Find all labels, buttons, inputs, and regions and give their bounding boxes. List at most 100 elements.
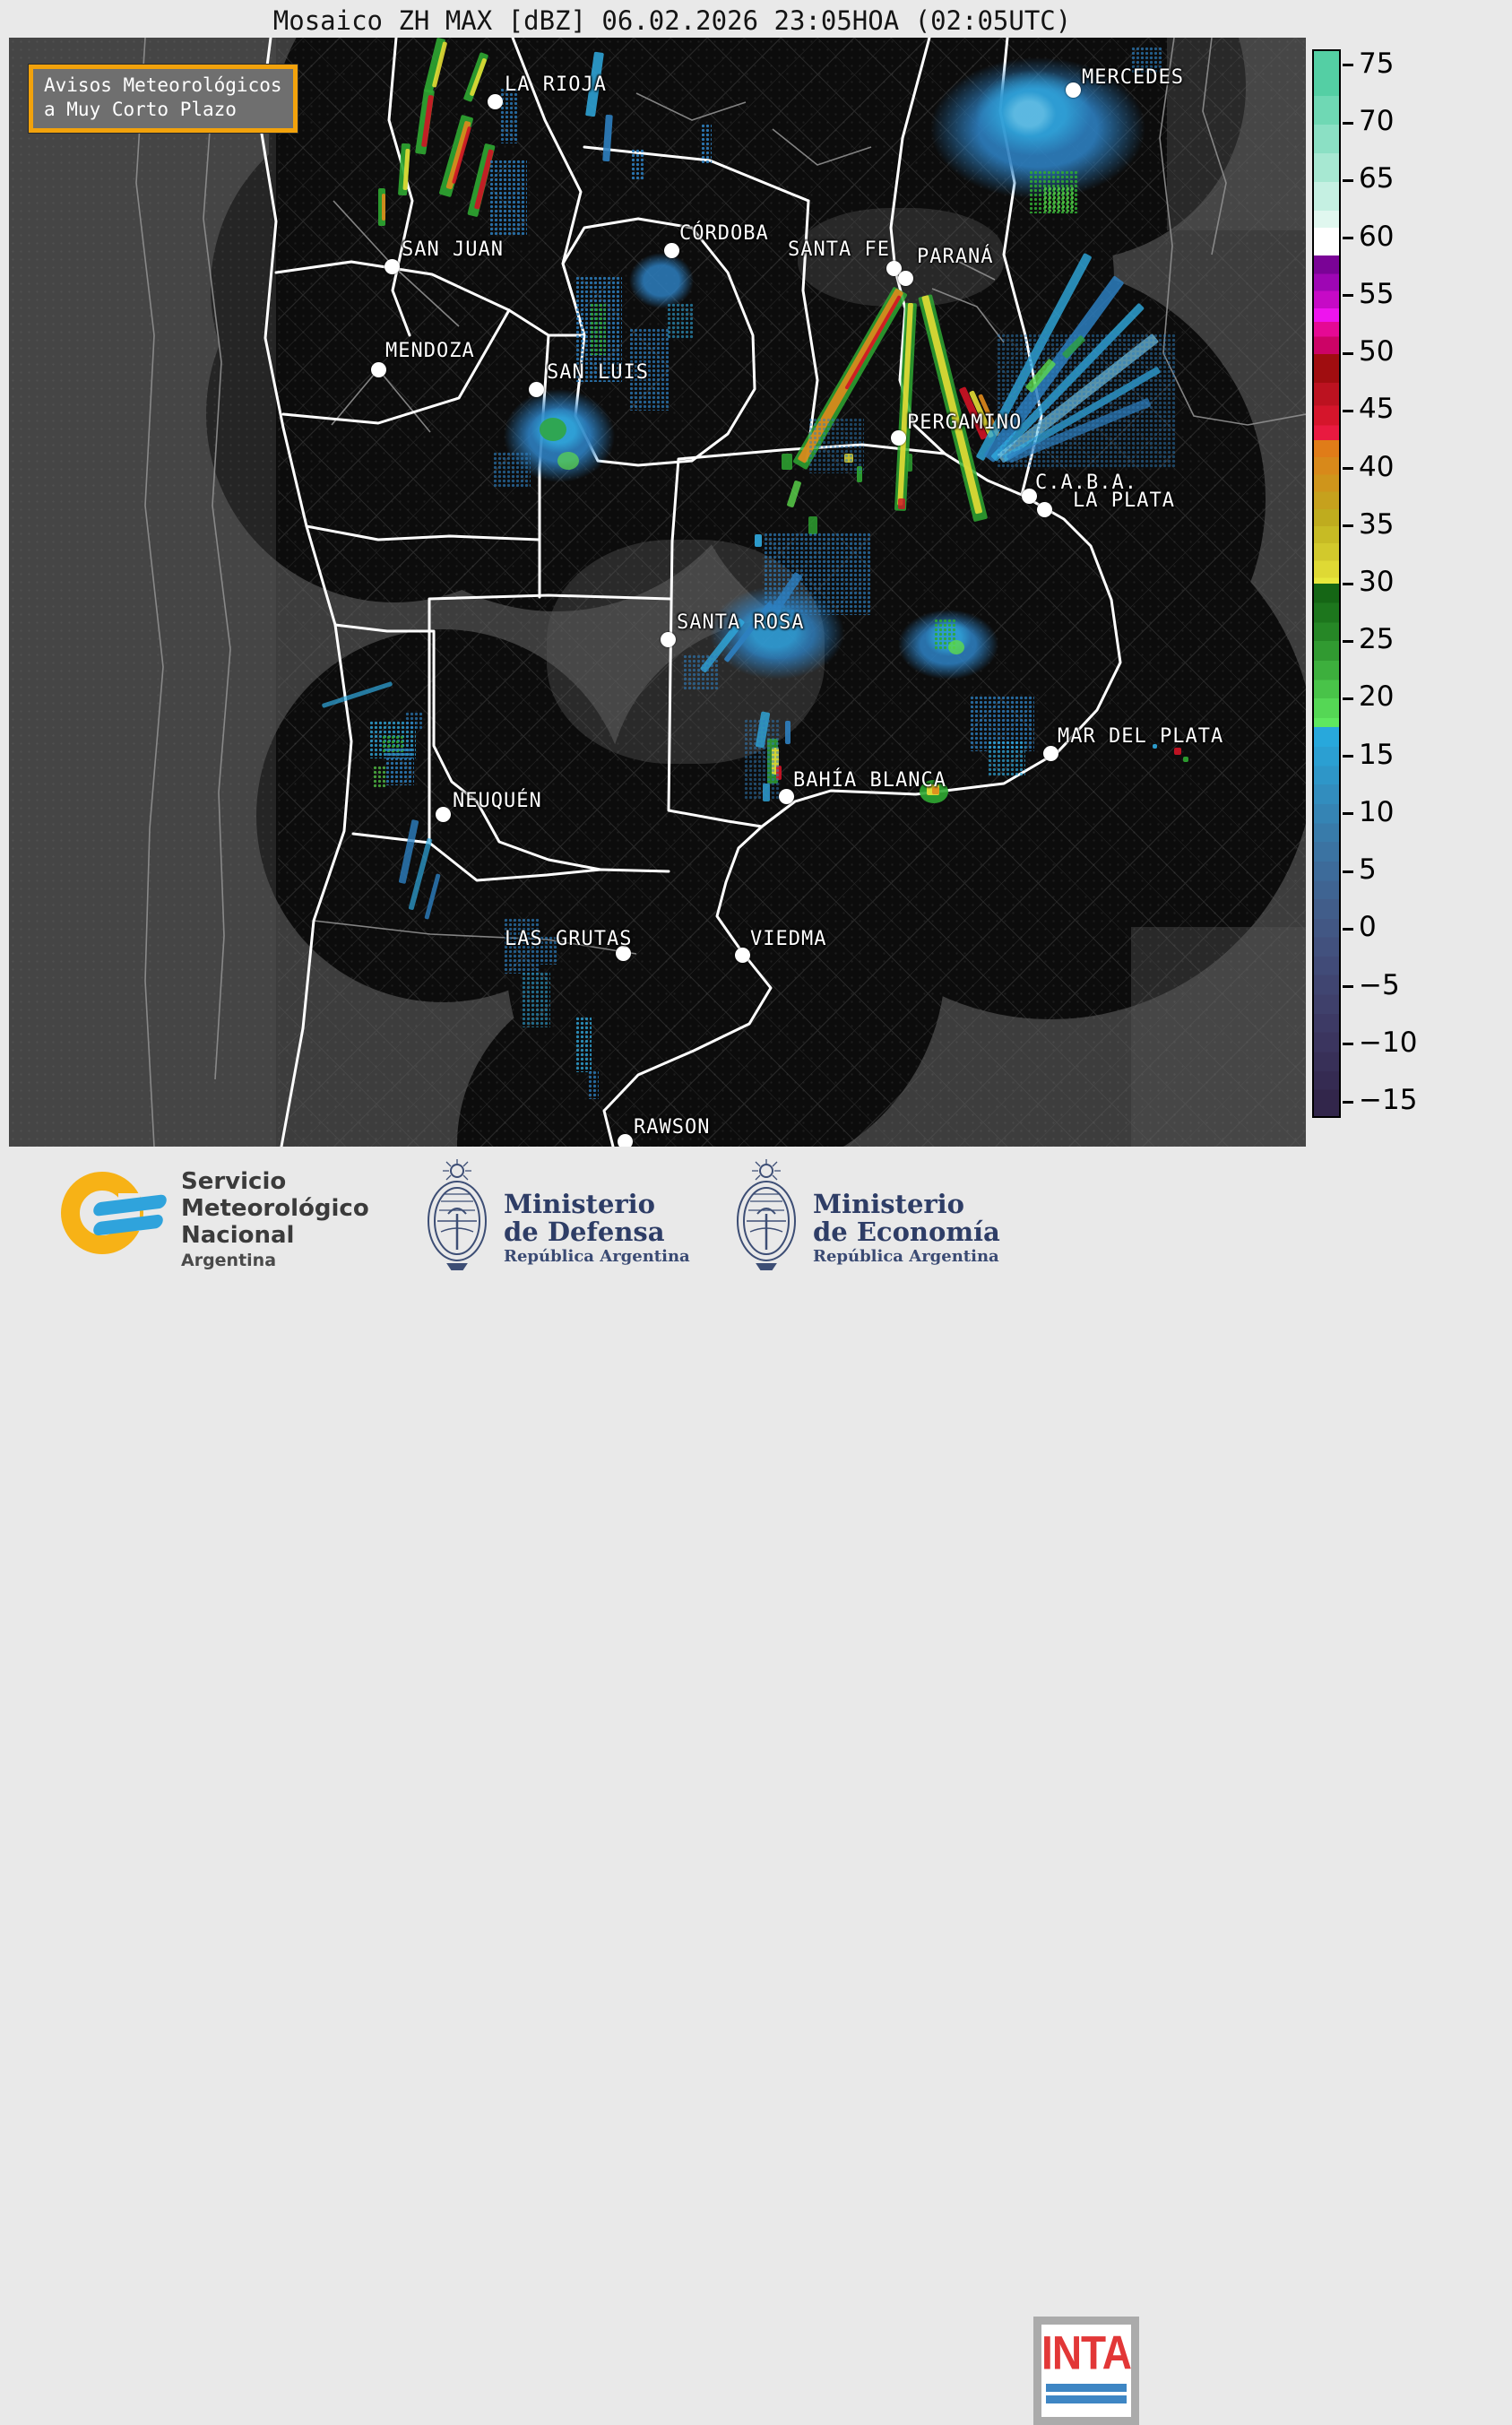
colorbar-tick xyxy=(1343,985,1353,989)
radar-echo xyxy=(755,534,762,547)
inta-stripe xyxy=(1046,2384,1127,2392)
radar-echo xyxy=(785,721,791,744)
colorbar-tick xyxy=(1343,121,1353,125)
radar-echo xyxy=(782,454,792,470)
radar-echo xyxy=(1131,47,1163,74)
city-label-la-rioja: LA RIOJA xyxy=(505,74,607,96)
radar-echo xyxy=(629,328,669,411)
ministry-defense-logo: Ministerio de Defensa República Argentin… xyxy=(421,1158,717,1275)
city-dot-c-a-b-a- xyxy=(1022,489,1037,504)
city-label-las-grutas: LAS GRUTAS xyxy=(505,928,633,950)
colorbar-tick-label: 65 xyxy=(1359,162,1395,195)
radar-echo xyxy=(504,918,540,974)
colorbar-tick-label: −15 xyxy=(1359,1084,1418,1117)
city-dot-san-luis xyxy=(529,382,544,397)
radar-map: LA RIOJA MERCEDES SAN JUAN CÓRDOBA SANTA FE P… xyxy=(9,38,1306,1147)
footer-logos: Servicio Meteorológico Nacional Argentin… xyxy=(0,1147,1512,2425)
radar-echo xyxy=(808,418,864,473)
short-term-warnings-banner[interactable]: Avisos Meteorológicos a Muy Corto Plazo xyxy=(29,65,298,133)
radar-echo xyxy=(540,418,566,441)
colorbar-tick-label: 25 xyxy=(1359,623,1395,656)
city-dot-las-grutas xyxy=(616,946,631,961)
warnings-banner-line2: a Muy Corto Plazo xyxy=(44,99,237,120)
city-label-neuqu-n: NEUQUÉN xyxy=(453,790,542,812)
city-label-viedma: VIEDMA xyxy=(750,928,827,950)
city-label-mendoza: MENDOZA xyxy=(385,340,475,362)
colorbar-tick xyxy=(1343,639,1353,643)
radar-echo xyxy=(744,719,780,800)
city-dot-san-juan xyxy=(384,259,400,274)
inta-logo: INTA xyxy=(1033,2317,1139,2425)
city-dot-rawson xyxy=(618,1134,633,1147)
inta-wordmark: INTA xyxy=(1041,2325,1132,2379)
colorbar-tick-label: 45 xyxy=(1359,393,1395,426)
city-dot-la-rioja xyxy=(488,94,503,109)
ministry-economy-logo: Ministerio de Economía República Argenti… xyxy=(730,1158,1044,1275)
colorbar-tick-label: 70 xyxy=(1359,105,1395,138)
city-dot-santa-rosa xyxy=(661,632,676,647)
colorbar-tick-label: −10 xyxy=(1359,1026,1418,1059)
city-dot-bah-a-blanca xyxy=(779,789,794,804)
colorbar-tick xyxy=(1343,1100,1353,1104)
argentina-coat-of-arms-icon xyxy=(737,1159,796,1270)
radar-echo xyxy=(500,88,518,143)
city-label-mar-del-plata: MAR DEL PLATA xyxy=(1058,725,1224,748)
colorbar-tick-label: −5 xyxy=(1359,968,1400,1001)
radar-echo xyxy=(997,333,1176,468)
city-label-c-a-b-a-: C.A.B.A. xyxy=(1035,472,1137,494)
inta-stripe xyxy=(1046,2395,1127,2403)
province-borders xyxy=(135,38,1306,1147)
radar-echo xyxy=(493,452,531,488)
city-dot-mercedes xyxy=(1066,82,1081,98)
city-dot-pergamino xyxy=(891,430,906,446)
radar-echo xyxy=(522,972,550,1027)
radar-echo xyxy=(489,160,527,235)
radar-echo xyxy=(1002,91,1056,136)
secondary-borders xyxy=(135,38,1306,1147)
radar-echo xyxy=(631,149,645,179)
colorbar-tick xyxy=(1343,64,1353,67)
radar-echo xyxy=(907,454,912,472)
colorbar-tick xyxy=(1343,524,1353,528)
colorbar-tick xyxy=(1343,870,1353,873)
radar-echo xyxy=(667,303,694,339)
warnings-banner-line1: Avisos Meteorológicos xyxy=(44,74,282,96)
ministry-line2: de Defensa xyxy=(504,1217,665,1247)
city-dot-neuqu-n xyxy=(436,807,451,822)
smn-country-label: Argentina xyxy=(181,1251,277,1270)
colorbar-tick xyxy=(1343,467,1353,471)
smn-name-line2: Meteorológico xyxy=(181,1195,369,1222)
radar-echo xyxy=(540,936,557,965)
colorbar-tick-label: 20 xyxy=(1359,680,1395,714)
colorbar-tick xyxy=(1343,294,1353,298)
radar-echo xyxy=(683,654,719,690)
radar-echo xyxy=(382,194,385,221)
city-dot-c-rdoba xyxy=(664,243,679,258)
radar-echo xyxy=(948,640,964,654)
smn-name-line1: Servicio xyxy=(181,1168,287,1195)
radar-echo xyxy=(1153,744,1157,749)
colorbar-tick-label: 50 xyxy=(1359,335,1395,368)
colorbar-tick-label: 15 xyxy=(1359,738,1395,771)
colorbar-tick xyxy=(1343,1043,1353,1046)
ministry-line1: Ministerio xyxy=(813,1189,965,1219)
radar-echo xyxy=(590,303,606,355)
radar-echo xyxy=(588,1070,599,1099)
radar-echo xyxy=(1183,757,1188,762)
radar-echo xyxy=(1043,186,1076,212)
colorbar-tick-label: 30 xyxy=(1359,566,1395,598)
radar-echo xyxy=(373,766,387,789)
city-label-san-juan: SAN JUAN xyxy=(402,238,504,261)
city-label-mercedes: MERCEDES xyxy=(1082,66,1184,89)
city-dot-mendoza xyxy=(371,362,386,377)
ministry-line2: de Economía xyxy=(813,1217,1000,1247)
argentina-coat-of-arms-icon xyxy=(428,1159,487,1270)
radar-echo xyxy=(405,712,423,730)
city-dot-mar-del-plata xyxy=(1043,746,1058,761)
colorbar-tick xyxy=(1343,409,1353,412)
city-dot-viedma xyxy=(735,948,750,963)
radar-echo xyxy=(701,124,712,163)
radar-echo xyxy=(1174,748,1181,755)
radar-echo xyxy=(385,748,414,785)
city-label-c-rdoba: CÓRDOBA xyxy=(679,222,769,245)
